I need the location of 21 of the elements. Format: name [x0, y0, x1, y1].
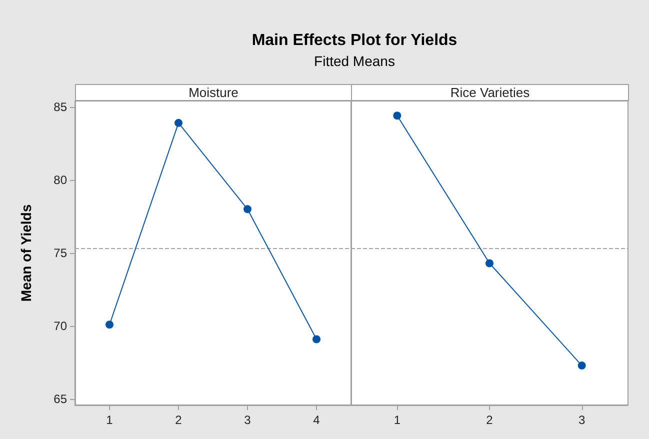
point — [244, 205, 252, 214]
y-tick-label: 70 — [54, 319, 68, 334]
chart-subtitle: Fitted Means — [313, 53, 396, 69]
x-tick-label: 3 — [578, 413, 586, 427]
point — [106, 320, 114, 329]
y-tick-label: 80 — [54, 172, 68, 187]
y-axis-title: Mean of Yields — [18, 204, 34, 302]
x-tick-label: 2 — [486, 413, 494, 427]
x-tick-label: 4 — [313, 413, 320, 427]
chart-title: Main Effects Plot for Yields — [250, 32, 458, 50]
y-tick-label: 85 — [54, 100, 68, 114]
x-tick-label: 2 — [175, 413, 182, 427]
point — [174, 118, 182, 127]
x-axis-title: Rice Varieties — [351, 84, 629, 101]
x-tick-label: 3 — [244, 413, 252, 427]
x-axis-title: Moisture — [75, 84, 352, 101]
point — [312, 335, 320, 344]
x-tick-label: 1 — [106, 413, 114, 427]
x-tick-label: 1 — [394, 413, 401, 427]
y-tick-label: 65 — [54, 392, 68, 406]
y-tick-label: 75 — [54, 246, 68, 260]
